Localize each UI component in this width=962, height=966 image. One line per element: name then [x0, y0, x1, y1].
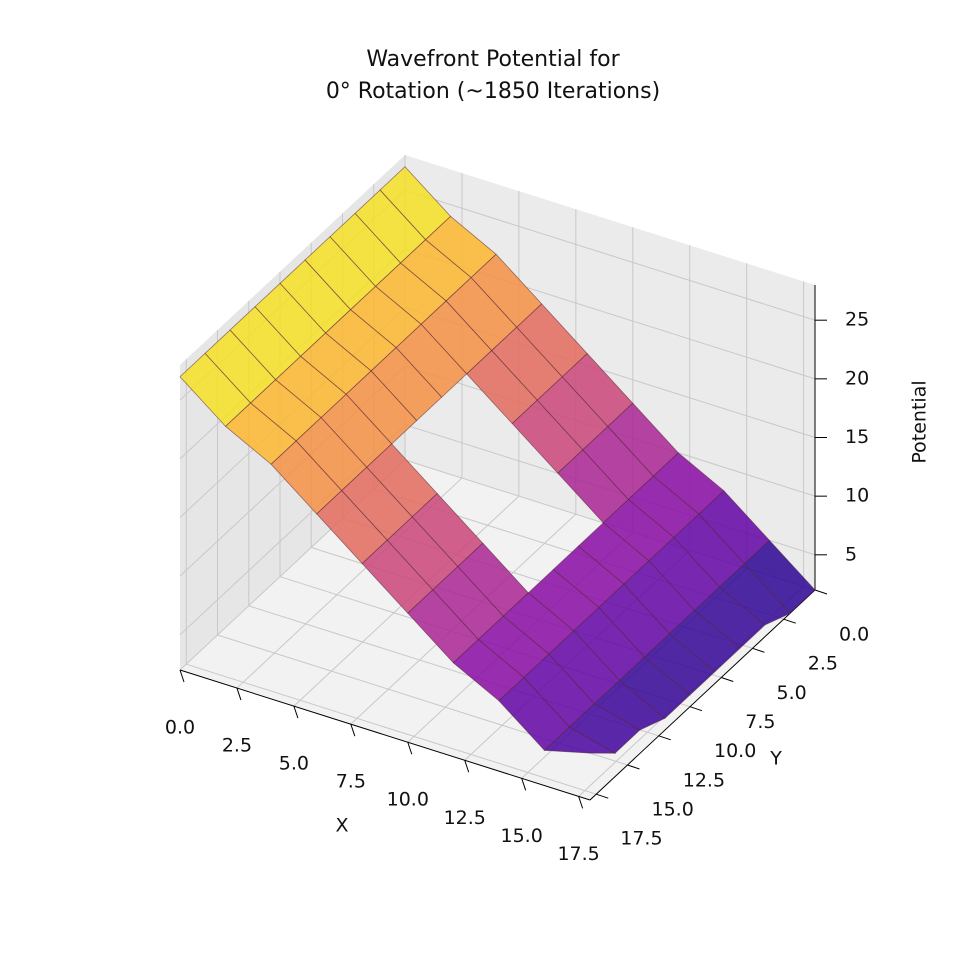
tick-mark	[596, 793, 609, 799]
y-tick-label: 2.5	[808, 653, 838, 675]
z-tick-label: 20	[845, 367, 869, 389]
tick-mark	[721, 677, 734, 682]
z-axis-label: Potential	[909, 380, 931, 463]
grid-line	[186, 663, 597, 795]
x-tick-label: 2.5	[222, 735, 252, 757]
surface-patch	[543, 726, 617, 754]
tick-mark	[179, 669, 185, 683]
chart-title: 0° Rotation (~1850 Iterations)	[326, 79, 660, 104]
tick-mark	[783, 618, 796, 624]
chart-title: Wavefront Potential for	[366, 47, 620, 72]
y-tick-label: 0.0	[839, 624, 869, 646]
tick-mark	[627, 764, 640, 770]
tick-mark	[236, 687, 242, 701]
tick-mark	[407, 742, 413, 755]
tick-mark	[464, 760, 470, 773]
y-tick-label: 15.0	[652, 799, 694, 821]
tick-mark	[578, 796, 584, 809]
y-axis-line	[589, 589, 816, 801]
z-tick-label: 10	[845, 485, 869, 507]
z-tick-label: 5	[845, 543, 857, 565]
y-tick-label: 10.0	[714, 740, 756, 762]
x-tick-label: 17.5	[557, 843, 599, 865]
tick-mark	[689, 706, 703, 712]
x-tick-label: 12.5	[444, 807, 486, 829]
z-tick-label: 15	[845, 426, 869, 448]
x-axis-label: X	[335, 815, 348, 837]
y-tick-label: 5.0	[777, 682, 807, 704]
x-tick-label: 7.5	[336, 771, 366, 793]
y-tick-label: 7.5	[745, 711, 775, 733]
x-axis-line	[179, 669, 591, 801]
x-tick-label: 15.0	[501, 825, 543, 847]
tick-mark	[521, 778, 527, 791]
grid-line	[404, 189, 816, 321]
tick-mark	[814, 589, 828, 595]
x-tick-label: 10.0	[387, 789, 429, 811]
y-axis-label: Y	[769, 748, 782, 770]
tick-mark	[293, 705, 299, 719]
y-tick-label: 12.5	[683, 769, 725, 791]
y-tick-label: 17.5	[620, 828, 662, 850]
x-tick-label: 0.0	[165, 717, 195, 739]
tick-mark	[752, 647, 765, 653]
tick-mark	[658, 735, 671, 741]
z-tick-label: 25	[845, 309, 869, 331]
tick-mark	[350, 724, 356, 737]
x-tick-label: 5.0	[279, 753, 309, 775]
